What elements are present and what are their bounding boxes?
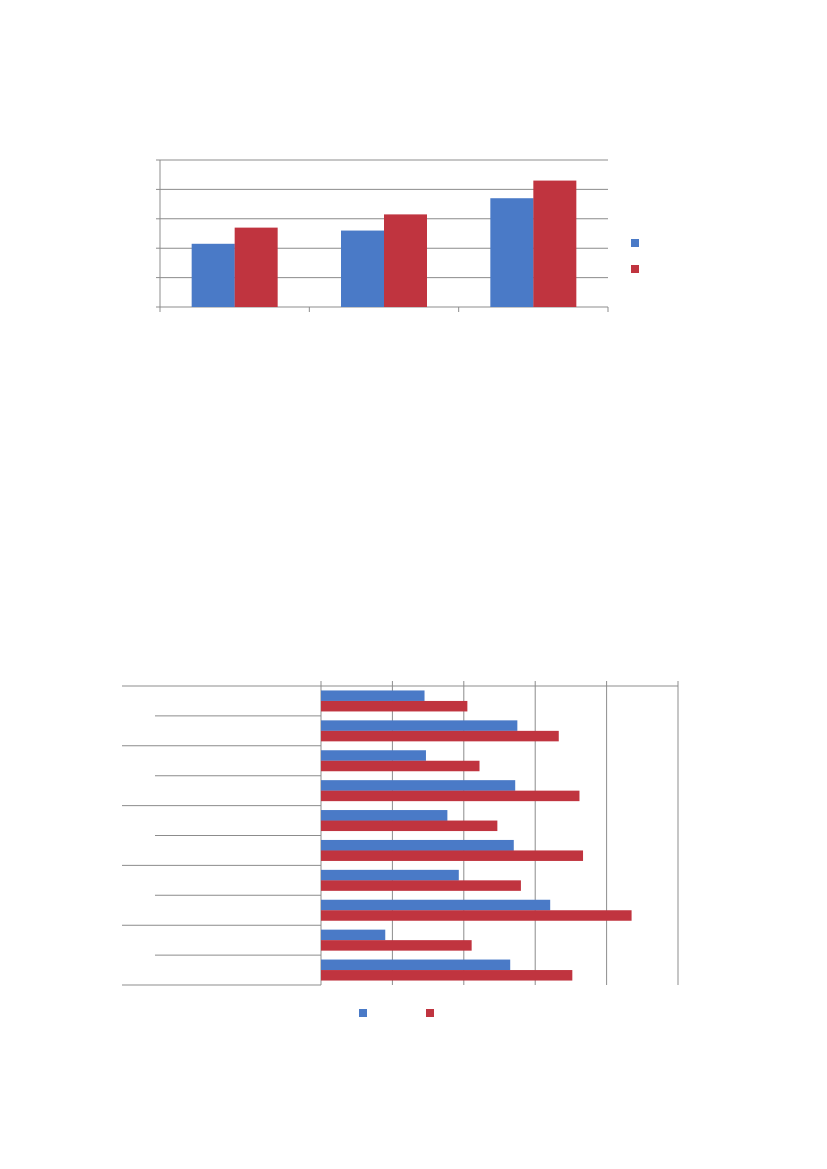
legend-marker bbox=[359, 1009, 367, 1017]
bar bbox=[321, 869, 459, 881]
bar bbox=[321, 760, 480, 772]
bar bbox=[384, 214, 427, 307]
bar bbox=[490, 198, 534, 307]
bar bbox=[321, 929, 386, 941]
bar bbox=[321, 940, 472, 951]
bar bbox=[321, 959, 511, 971]
legend-marker bbox=[631, 239, 639, 247]
legend-marker bbox=[426, 1009, 434, 1017]
bar bbox=[234, 227, 278, 307]
bar bbox=[533, 180, 577, 307]
bar bbox=[321, 720, 518, 731]
bar bbox=[341, 230, 384, 307]
bar bbox=[321, 730, 559, 742]
bar bbox=[321, 700, 468, 712]
bar bbox=[191, 243, 235, 307]
bar bbox=[321, 790, 580, 802]
bar bbox=[321, 899, 551, 911]
bar bbox=[321, 810, 448, 821]
vertical-bar-chart bbox=[156, 159, 639, 312]
bar bbox=[321, 780, 516, 791]
bar bbox=[321, 970, 573, 981]
bar bbox=[321, 910, 632, 921]
bar bbox=[321, 690, 425, 701]
bar bbox=[321, 750, 426, 761]
horizontal-bar-chart bbox=[122, 681, 679, 1017]
bar bbox=[321, 850, 584, 861]
bar bbox=[321, 839, 514, 851]
legend-marker bbox=[631, 265, 639, 273]
bar bbox=[321, 820, 498, 832]
bar bbox=[321, 880, 521, 891]
